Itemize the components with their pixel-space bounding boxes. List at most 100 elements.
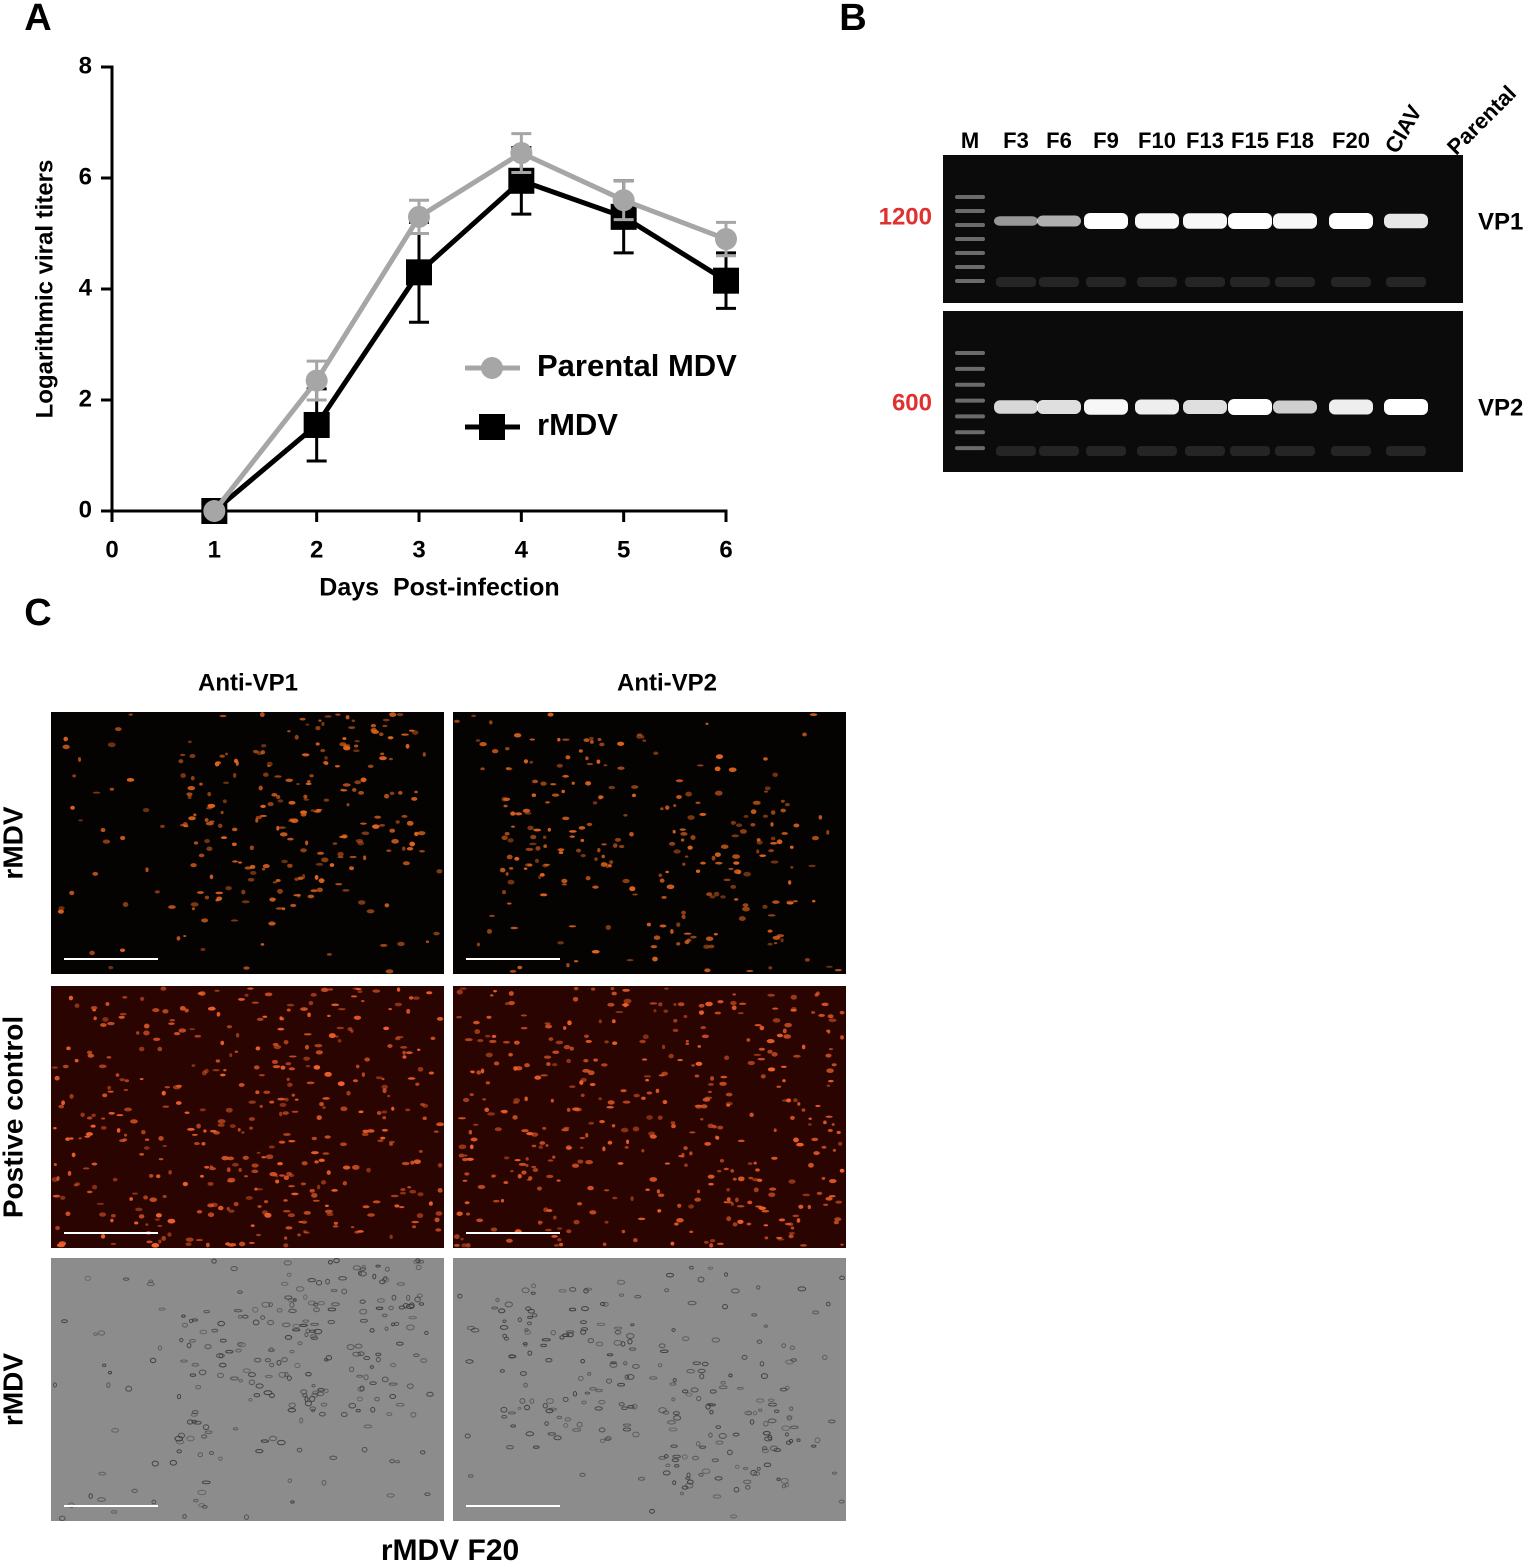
cell	[808, 1162, 814, 1168]
cell	[524, 1328, 529, 1332]
cell	[742, 1466, 749, 1470]
cell	[252, 749, 259, 754]
cell	[541, 1338, 551, 1342]
cell	[334, 765, 340, 768]
cell	[327, 1259, 333, 1265]
cell	[674, 1222, 679, 1226]
cell	[606, 1106, 614, 1109]
cell	[628, 1347, 637, 1351]
cell	[395, 820, 400, 824]
cell	[402, 1050, 406, 1055]
cell	[372, 1200, 381, 1204]
cell	[767, 1049, 773, 1054]
cell	[686, 938, 692, 942]
ladder-band	[955, 251, 985, 255]
cell	[594, 1406, 603, 1411]
cell	[189, 1339, 196, 1343]
cell	[379, 756, 387, 761]
cell	[390, 1363, 397, 1368]
cell	[322, 1106, 326, 1109]
cell	[696, 764, 704, 767]
cell	[708, 1403, 716, 1407]
cell	[96, 1202, 105, 1205]
cell	[357, 841, 365, 846]
cell	[55, 1225, 60, 1231]
cell	[540, 1074, 549, 1077]
cell	[763, 1324, 769, 1328]
cell	[469, 1093, 474, 1097]
cell	[405, 1108, 411, 1112]
cell	[286, 1003, 295, 1007]
cell	[704, 1141, 712, 1146]
cell	[760, 1373, 768, 1379]
cell	[535, 846, 541, 851]
cell	[701, 1468, 711, 1474]
cell	[604, 1189, 610, 1192]
cell	[422, 752, 426, 757]
cell	[433, 1130, 439, 1133]
cell	[219, 754, 225, 758]
cell	[509, 969, 517, 973]
cell	[773, 1128, 777, 1133]
cell	[494, 1127, 502, 1132]
cell	[418, 1149, 423, 1153]
smear	[1137, 277, 1177, 287]
cell	[747, 1162, 753, 1165]
cell	[384, 1326, 389, 1331]
cell	[579, 1136, 586, 1140]
cell	[733, 869, 742, 875]
cell	[546, 1174, 554, 1179]
cell	[737, 1219, 744, 1224]
cell	[195, 1238, 203, 1242]
cell	[57, 909, 64, 914]
y-axis-label: Logarithmic viral titers	[31, 160, 58, 419]
cell	[235, 1348, 242, 1353]
cell	[724, 1272, 729, 1277]
cell	[281, 1322, 291, 1328]
cell	[354, 1343, 363, 1349]
cell	[160, 986, 167, 991]
cell	[153, 1037, 161, 1041]
cell	[525, 1431, 535, 1437]
cell	[487, 1112, 496, 1116]
cell	[601, 1063, 608, 1067]
cell	[633, 1093, 640, 1098]
cell	[310, 809, 316, 812]
cell	[387, 1044, 393, 1048]
cell	[232, 1427, 239, 1431]
cell	[784, 1432, 789, 1437]
row-label: rMDV	[0, 806, 28, 879]
cell	[589, 1386, 597, 1391]
cell	[372, 824, 380, 829]
cell	[417, 1048, 421, 1051]
cell	[645, 1188, 650, 1191]
cell	[308, 1000, 314, 1006]
cell	[759, 1025, 765, 1031]
cell	[457, 1293, 463, 1299]
cell	[631, 1403, 638, 1410]
cell	[704, 1096, 713, 1099]
cell	[134, 1221, 139, 1225]
cell	[479, 741, 487, 747]
cell	[505, 747, 510, 751]
cell	[326, 953, 332, 956]
cell	[470, 1137, 478, 1142]
cell	[176, 1449, 182, 1454]
cell	[595, 1341, 604, 1347]
cell	[230, 1266, 238, 1272]
cell	[735, 1197, 739, 1203]
cell	[366, 909, 375, 914]
cell	[677, 1002, 685, 1007]
cell	[734, 898, 739, 901]
ladder-band	[955, 195, 985, 199]
cell	[91, 1113, 96, 1118]
cell	[701, 1034, 709, 1039]
cell	[525, 847, 534, 851]
cell	[399, 1191, 407, 1195]
cell	[699, 1373, 705, 1380]
cell	[66, 1046, 71, 1051]
cell	[825, 1196, 833, 1201]
cell	[583, 1034, 589, 1038]
cell	[622, 878, 630, 884]
gel-band	[1135, 399, 1179, 415]
